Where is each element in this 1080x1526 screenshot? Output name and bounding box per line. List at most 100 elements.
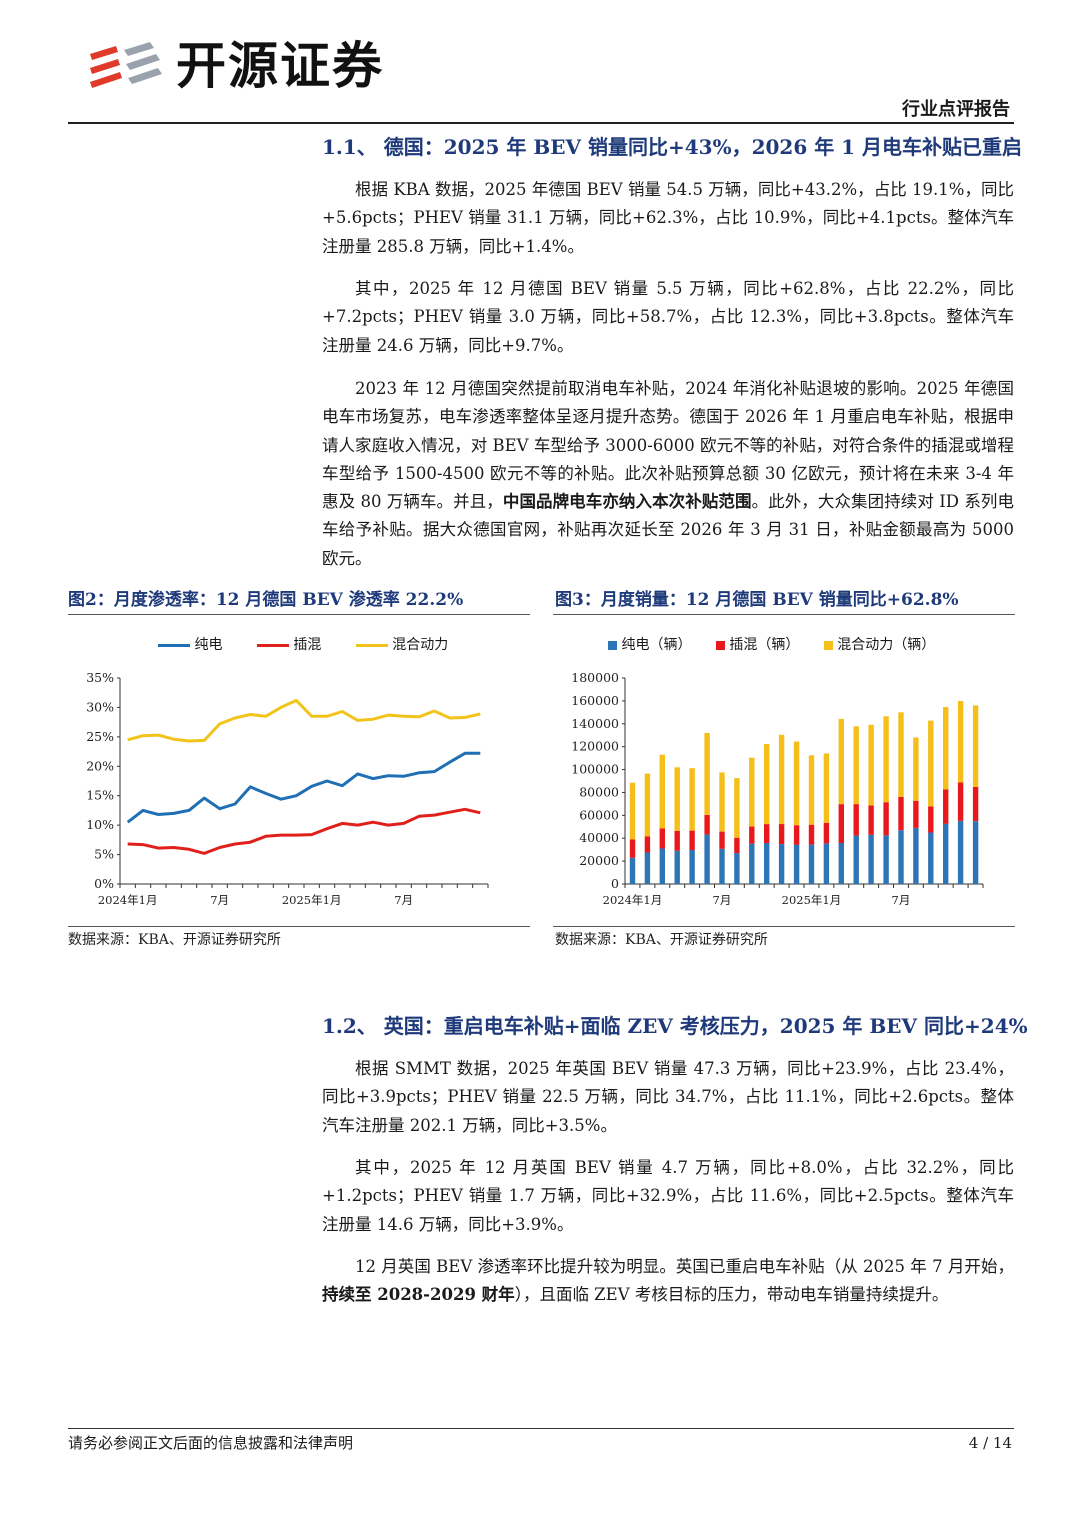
series-line <box>126 751 481 824</box>
bar-segment <box>868 724 874 806</box>
bar-segment <box>898 830 904 884</box>
bar-segment <box>704 732 710 815</box>
bar-segment <box>957 701 964 783</box>
header-divider <box>68 122 1014 124</box>
footer-disclaimer: 请务必参阅正文后面的信息披露和法律声明 <box>68 1434 354 1452</box>
bar-segment <box>838 843 844 884</box>
paragraph: 2023 年 12 月德国突然提前取消电车补贴，2024 年消化补贴退坡的影响。… <box>322 375 1014 573</box>
y-tick-label: 0 <box>611 876 619 891</box>
bar-segment <box>823 822 830 844</box>
bar-segment <box>793 825 800 845</box>
bar-segment <box>943 707 949 790</box>
y-tick-label: 180000 <box>571 670 619 685</box>
legend-swatch <box>823 640 833 650</box>
x-tick-label: 2025年1月 <box>282 893 342 907</box>
y-tick-label: 15% <box>86 788 114 803</box>
legend-label: 插混 <box>293 637 322 653</box>
bar-segment <box>868 834 874 884</box>
figure-divider <box>553 926 1015 927</box>
bar-segment <box>749 757 755 827</box>
bar-segment <box>734 778 740 838</box>
stacked-bar-chart: 0 20000 40000 60000 80000 100000 120000 140000 1… <box>571 670 984 907</box>
bar-segment <box>853 726 859 805</box>
paragraph: 根据 KBA 数据，2025 年德国 BEV 销量 54.5 万辆，同比+43.… <box>322 180 1014 256</box>
bar-segment <box>778 734 785 825</box>
logo-mark-icon <box>88 36 164 98</box>
paragraph: 其中，2025 年 12 月德国 BEV 销量 5.5 万辆，同比+62.8%，… <box>322 279 1014 355</box>
legend-label: 混合动力（辆） <box>837 637 936 653</box>
series-line <box>127 807 481 855</box>
legend-label: 纯电（辆） <box>621 637 692 653</box>
bar-segment <box>898 797 904 831</box>
x-tick-label: 7月 <box>892 893 911 907</box>
bar-segment <box>868 805 874 835</box>
y-tick-label: 60000 <box>579 807 619 822</box>
bar-segment <box>898 712 904 797</box>
bar-segment <box>749 843 755 884</box>
y-tick-label: 160000 <box>571 693 619 708</box>
x-tick-label: 2024年1月 <box>603 893 663 907</box>
bar-segment <box>689 830 695 851</box>
bar-segment <box>823 753 830 823</box>
legend-label: 插混（辆） <box>729 637 800 653</box>
footer-divider <box>68 1428 1014 1429</box>
y-tick-label: 35% <box>86 670 114 685</box>
x-tick-label: 2024年1月 <box>98 893 158 907</box>
y-tick-label: 25% <box>86 729 114 744</box>
bar-segment <box>853 804 859 836</box>
figure-source: 数据来源：KBA、开源证券研究所 <box>68 932 281 948</box>
section-title-germany: 1.1、 德国：2025 年 BEV 销量同比+43%，2026 年 1 月电车… <box>322 135 1023 159</box>
bar-segment <box>704 814 710 835</box>
chart-legend: 纯电（辆） 插混（辆） 混合动力（辆） <box>608 636 935 654</box>
bar-segment <box>749 826 755 844</box>
bar-segment <box>823 843 830 884</box>
paragraph-bold-text: 中国品牌电车亦纳入本次补贴范围 <box>502 492 752 512</box>
bar-segment <box>928 832 934 884</box>
x-tick-label: 2025年1月 <box>782 893 842 907</box>
series-line <box>127 698 481 743</box>
bar-segment <box>838 804 844 843</box>
bar-segment <box>972 821 979 884</box>
bar-segment <box>972 786 979 822</box>
y-tick-label: 5% <box>94 847 114 862</box>
bar-segment <box>659 848 665 884</box>
y-tick-label: 20% <box>86 758 114 773</box>
paragraph-text: 2023 年 12 月德国突然提前取消电车补贴，2024 年消化补贴退坡的影响。… <box>322 379 1014 512</box>
bar-segment <box>913 737 919 801</box>
bar-segment <box>778 824 785 844</box>
paragraph-text: 。此外，大众集团持续对 ID 系列电车给予补贴。据大众德国官网，补贴再次延长至 … <box>322 492 1014 568</box>
chart-legend: 纯电 插混 混合动力 <box>158 636 448 654</box>
legend-swatch <box>256 643 289 647</box>
bar-segment <box>883 716 889 803</box>
paragraph: 其中，2025 年 12 月英国 BEV 销量 4.7 万辆，同比+8.0%，占… <box>322 1158 1014 1234</box>
legend-swatch <box>158 643 190 647</box>
y-tick-label: 0% <box>94 876 114 891</box>
bar-segment <box>644 852 651 884</box>
x-tick-label: 7月 <box>394 893 413 907</box>
figure-divider <box>553 614 1015 615</box>
y-tick-label: 120000 <box>571 739 619 754</box>
bar-segment <box>689 768 695 831</box>
paragraph: 12 月英国 BEV 渗透率环比提升较为明显。英国已重启电车补贴（从 2025 … <box>322 1253 1014 1310</box>
y-tick-label: 100000 <box>571 762 619 777</box>
paragraph-bold-text: 持续至 2028-2029 财年 <box>322 1285 515 1305</box>
bar-segment <box>689 850 695 884</box>
bar-segment <box>957 782 964 821</box>
line-chart: 0% 5% 10% 15% 20% 25% 30% 35% 2024年1月 7月 2025年1月 7月 <box>86 670 489 907</box>
bar-segment <box>943 823 949 884</box>
bar-segment <box>734 837 740 854</box>
figure-title: 图3：月度销量：12 月德国 BEV 销量同比+62.8% <box>555 590 959 610</box>
paragraph: 根据 SMMT 数据，2025 年英国 BEV 销量 47.3 万辆，同比+23… <box>322 1059 1014 1135</box>
bar-segment <box>659 828 665 849</box>
y-tick-label: 30% <box>86 699 114 714</box>
bar-segment <box>629 839 636 858</box>
bar-segment <box>764 824 770 843</box>
bar-segment <box>913 827 919 884</box>
section-title-uk: 1.2、 英国：重启电车补贴+面临 ZEV 考核压力，2025 年 BEV 同比… <box>322 1014 1028 1038</box>
y-tick-label: 80000 <box>579 784 619 799</box>
bar-segment <box>793 844 800 884</box>
bar-segment <box>764 744 770 825</box>
bar-segment <box>659 754 665 829</box>
bar-segment <box>928 806 934 833</box>
bar-segment <box>972 705 979 787</box>
